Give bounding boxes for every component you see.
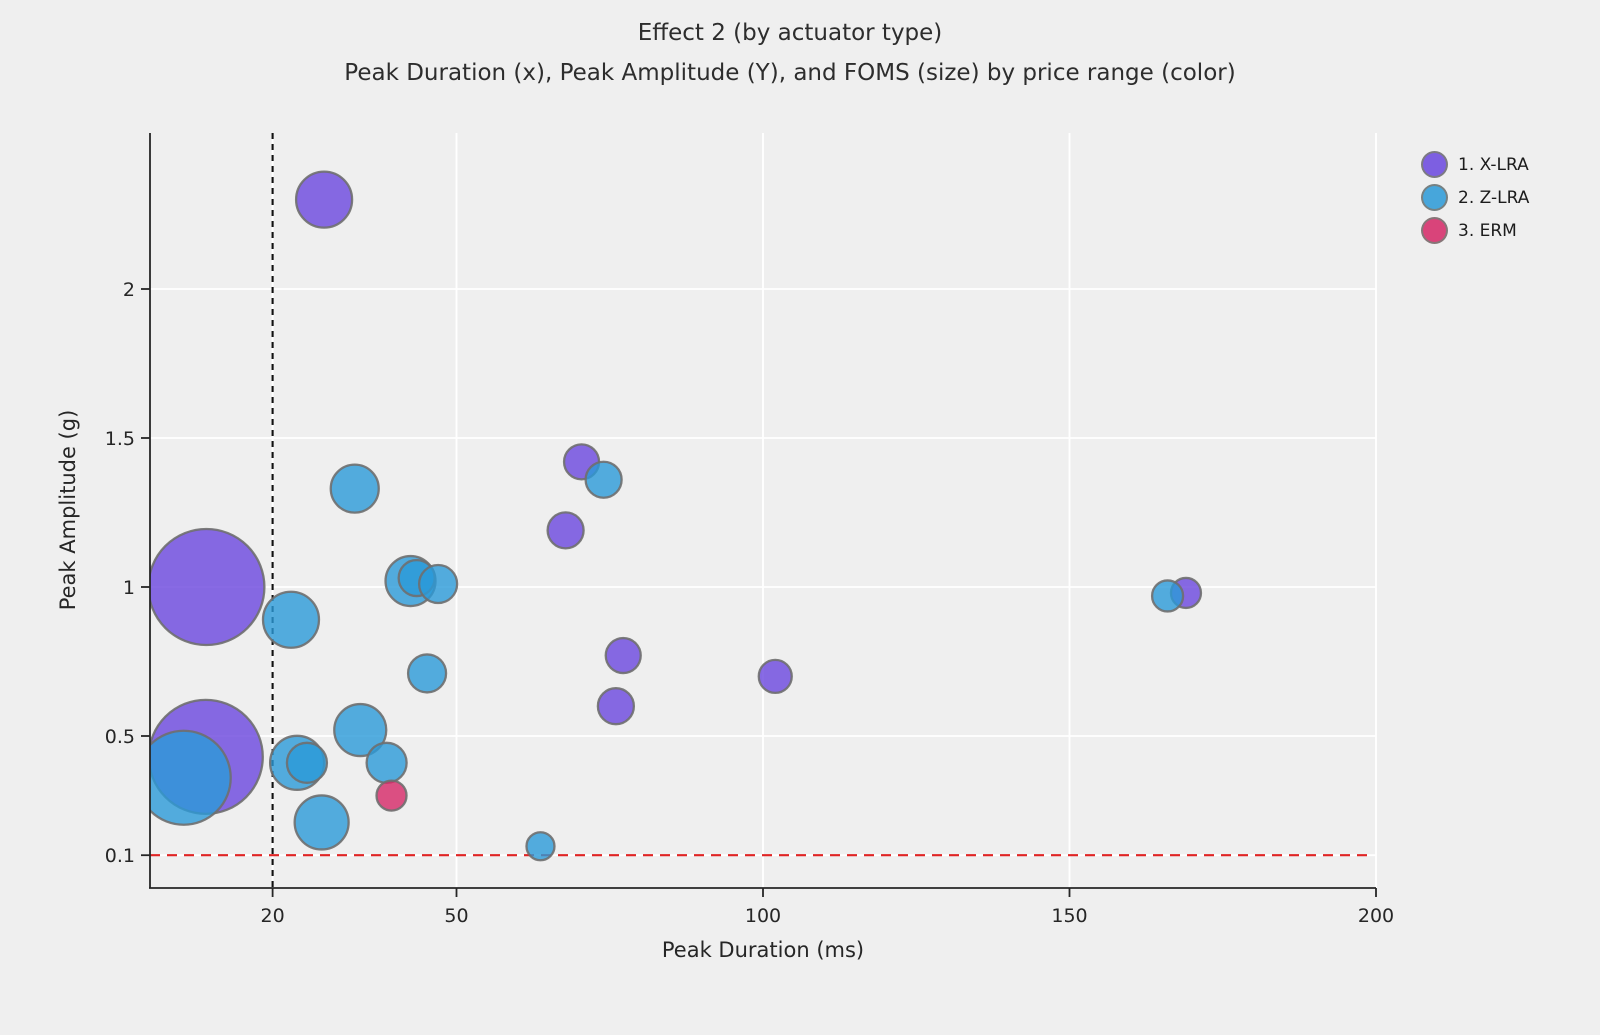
bubble — [333, 702, 388, 758]
bubble — [757, 658, 793, 695]
gridlines — [150, 133, 1377, 888]
bubble — [596, 687, 636, 726]
x-tick-label: 200 — [1358, 905, 1394, 927]
bubble — [406, 653, 448, 694]
bubble — [417, 563, 459, 605]
y-tick-label: 0.1 — [105, 845, 135, 867]
legend-item-x-lra[interactable]: 1. X-LRA — [1421, 151, 1529, 178]
legend-swatch-x-lra-icon — [1421, 151, 1448, 178]
chart-title: Effect 2 (by actuator type) — [637, 20, 943, 46]
bubble — [375, 779, 408, 812]
y-tick-label: 0.5 — [105, 726, 135, 748]
legend-label-x-lra: 1. X-LRA — [1458, 154, 1529, 175]
bubble — [285, 741, 329, 784]
y-axis-title: Peak Amplitude (g) — [56, 409, 80, 611]
legend-label-erm: 3. ERM — [1458, 220, 1517, 241]
bubble — [365, 741, 408, 784]
x-tick-label: 100 — [745, 905, 781, 927]
x-tick-label: 150 — [1051, 905, 1087, 927]
bubble — [294, 170, 354, 229]
legend-swatch-z-lra-icon — [1421, 184, 1448, 211]
series-3 — [375, 779, 408, 812]
y-tick-label: 1.5 — [105, 428, 135, 450]
bubbles — [150, 170, 1203, 862]
bubble — [150, 729, 232, 826]
bubble — [546, 511, 585, 550]
bubble — [150, 527, 266, 647]
y-tick-label: 2 — [123, 279, 135, 301]
series-1 — [150, 170, 1203, 815]
legend-item-erm[interactable]: 3. ERM — [1421, 217, 1529, 244]
x-tick-label: 20 — [261, 905, 285, 927]
reference-lines — [150, 133, 1372, 888]
bubble — [329, 463, 380, 514]
axes: 20 50 100 150 200 0.1 0.5 1 1.5 2 — [105, 133, 1394, 927]
bubble — [261, 590, 321, 649]
legend-item-z-lra[interactable]: 2. Z-LRA — [1421, 184, 1529, 211]
legend-swatch-erm-icon — [1421, 217, 1448, 244]
x-axis-title: Peak Duration (ms) — [661, 938, 865, 962]
bubble — [293, 794, 350, 851]
series-2 — [150, 460, 1185, 862]
bubble — [604, 636, 642, 675]
bubble — [584, 460, 623, 499]
y-tick-label: 1 — [123, 577, 135, 599]
bubble — [525, 831, 556, 862]
legend-label-z-lra: 2. Z-LRA — [1458, 187, 1530, 208]
legend: 1. X-LRA 2. Z-LRA 3. ERM — [1421, 151, 1529, 250]
x-tick-label: 50 — [444, 905, 468, 927]
bubble — [1150, 579, 1185, 613]
chart-subtitle: Peak Duration (x), Peak Amplitude (Y), a… — [344, 60, 1236, 86]
